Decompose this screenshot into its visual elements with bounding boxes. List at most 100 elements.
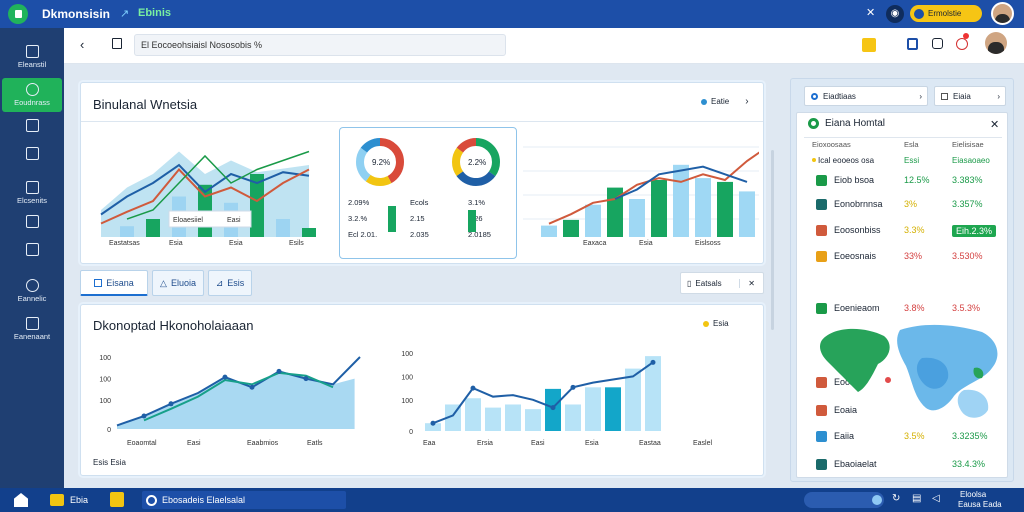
right-select-2[interactable]: Eiaia › xyxy=(934,86,1006,106)
tray-icon-1[interactable] xyxy=(872,495,882,505)
tray-icon-4[interactable]: ◁ xyxy=(932,493,940,504)
scrollbar[interactable] xyxy=(771,150,774,330)
row-name: Eoosonbiss xyxy=(834,225,881,235)
chevron-right-icon[interactable]: › xyxy=(745,96,749,107)
sidebar-item-4[interactable] xyxy=(2,142,62,176)
taskbar-item-2[interactable]: Ebosadeis Elaelsalal xyxy=(142,491,346,509)
window-icon xyxy=(941,92,948,100)
right-select-1[interactable]: Eiadtiaas › xyxy=(804,86,928,106)
user-avatar[interactable] xyxy=(991,2,1014,25)
donut-chart-left xyxy=(356,138,404,186)
panel-action-dropdown[interactable]: ▯ Eatsals ✕ xyxy=(680,272,764,294)
row-name: Ebaoiaelat xyxy=(834,459,877,469)
right-divider xyxy=(804,137,1002,138)
start-icon[interactable] xyxy=(14,493,28,507)
message-icon[interactable] xyxy=(932,38,943,49)
x-tick-label: Esia xyxy=(229,240,243,247)
app-subtitle: Ebinis xyxy=(138,7,172,19)
panel-legend[interactable]: Eatie › xyxy=(701,96,749,107)
sidebar-item-8[interactable]: Eannelic xyxy=(2,274,62,308)
taskbar-item-1[interactable]: Ebia xyxy=(70,495,89,505)
expand-icon[interactable]: ✕ xyxy=(866,7,876,19)
table-row[interactable]: Eoeosnais 33% 3.530% xyxy=(812,250,1002,266)
tab-icon xyxy=(94,278,103,287)
x-tick-label: Eaa xyxy=(423,440,436,447)
donut-card: 9.2% 2.2% 2.09% 3.2.% Ecl 2.01. Ecols 2.15 2.… xyxy=(339,127,517,259)
sidebar-item-5[interactable]: Elcsenits xyxy=(2,176,62,210)
notification-icon[interactable] xyxy=(862,38,876,52)
bar xyxy=(505,404,521,431)
history-panel: Dkonoptad Hkonoholaiaaan Esia 100 100 100 0… xyxy=(80,304,764,476)
back-arrow-icon[interactable]: ‹ xyxy=(80,37,85,52)
y-tick-label: 100 xyxy=(99,355,111,362)
taskbar-search[interactable] xyxy=(804,492,884,508)
tab-tertiary[interactable]: ⊿ Esis xyxy=(208,270,252,296)
table-row[interactable]: Eonobrnnsa 3% 3.357% xyxy=(812,198,1002,214)
table-header: Eioxoosaas Esla Eielisisae xyxy=(812,140,984,149)
row-percent: 3.3% xyxy=(904,225,925,235)
data-point xyxy=(303,376,309,382)
donut-stat: 2.09% xyxy=(348,198,370,207)
page-icon[interactable] xyxy=(112,38,122,49)
sidebar-item-6[interactable] xyxy=(2,210,62,244)
sidebar-item-7[interactable] xyxy=(2,238,62,272)
bar xyxy=(120,226,134,237)
data-point xyxy=(222,374,228,380)
tray-icon-2[interactable]: ↻ xyxy=(892,493,901,504)
row-value: Eih.2.3% xyxy=(952,225,997,237)
bar xyxy=(739,191,755,237)
sidebar-item-label: Elcsenits xyxy=(16,196,47,205)
bar xyxy=(717,181,733,237)
alert-icon[interactable] xyxy=(956,33,969,50)
legend-dot-icon xyxy=(703,320,709,327)
row-value: 3.530% xyxy=(952,251,983,261)
folder-icon[interactable] xyxy=(50,494,64,506)
sidebar-item-3[interactable] xyxy=(2,114,62,148)
settings-icon[interactable]: ◉ xyxy=(886,5,904,23)
table-row[interactable]: Eoosonbiss 3.3% Eih.2.3% xyxy=(812,224,1002,240)
close-icon[interactable]: ✕ xyxy=(739,278,755,288)
bookmark-icon[interactable] xyxy=(907,38,918,50)
table-row[interactable]: Eoenieaom 3.8% 3.5.3% xyxy=(812,302,1002,318)
bar xyxy=(585,204,601,237)
search-input[interactable]: El Eocoeohsiaisl Nososobis % xyxy=(134,34,506,56)
mini-bar xyxy=(388,206,396,232)
bar xyxy=(563,219,579,237)
row-value: 3.3235% xyxy=(952,431,988,441)
table-row[interactable]: Eiob bsoa 12.5% 3.383% xyxy=(812,174,1002,190)
profile-avatar[interactable] xyxy=(985,32,1007,54)
bar xyxy=(605,387,621,431)
top-action-button[interactable]: Ermolstie xyxy=(910,5,982,22)
bar xyxy=(276,219,290,237)
status-icon xyxy=(808,118,819,129)
document-icon xyxy=(25,243,39,256)
y-tick-label: 0 xyxy=(409,429,413,436)
row-name: Eoaia xyxy=(834,405,858,415)
tray-icon-3[interactable]: ▤ xyxy=(912,493,922,504)
table-row[interactable]: Eaiia 3.5% 3.3235% xyxy=(812,430,1002,446)
legend-dot-icon xyxy=(701,98,707,105)
donut-slice xyxy=(356,138,404,186)
triangle-icon: △ xyxy=(160,277,167,288)
x-tick-label: Eislsoss xyxy=(695,240,721,247)
sidebar-item-1[interactable]: Eleanstil xyxy=(2,40,62,74)
data-point xyxy=(430,420,436,426)
x-tick-label: Esils xyxy=(289,240,304,247)
y-tick-label: 100 xyxy=(99,398,111,405)
tab-primary[interactable]: Eisana xyxy=(80,270,148,296)
panel2-legend[interactable]: Esia xyxy=(703,319,729,328)
table-row[interactable]: Eooit xyxy=(812,376,1002,392)
donut-stat: 2.035 xyxy=(410,230,429,239)
sidebar-item-9[interactable]: Eanenaant xyxy=(2,312,62,346)
app-icon[interactable] xyxy=(110,492,124,507)
x-tick-label: Eaxaca xyxy=(583,240,606,247)
close-icon[interactable]: ✕ xyxy=(990,119,1000,131)
radio-icon xyxy=(811,92,818,100)
table-row[interactable]: Eoaia xyxy=(812,404,1002,420)
donut-stat: 2.15 xyxy=(410,214,425,223)
bar xyxy=(629,199,645,237)
table-row[interactable]: Ebaoiaelat 33.4.3% xyxy=(812,458,1002,474)
sidebar-item-2[interactable]: Eoudnrass xyxy=(2,78,62,112)
bar xyxy=(302,228,316,237)
tab-secondary[interactable]: △ Eluoia xyxy=(152,270,204,296)
